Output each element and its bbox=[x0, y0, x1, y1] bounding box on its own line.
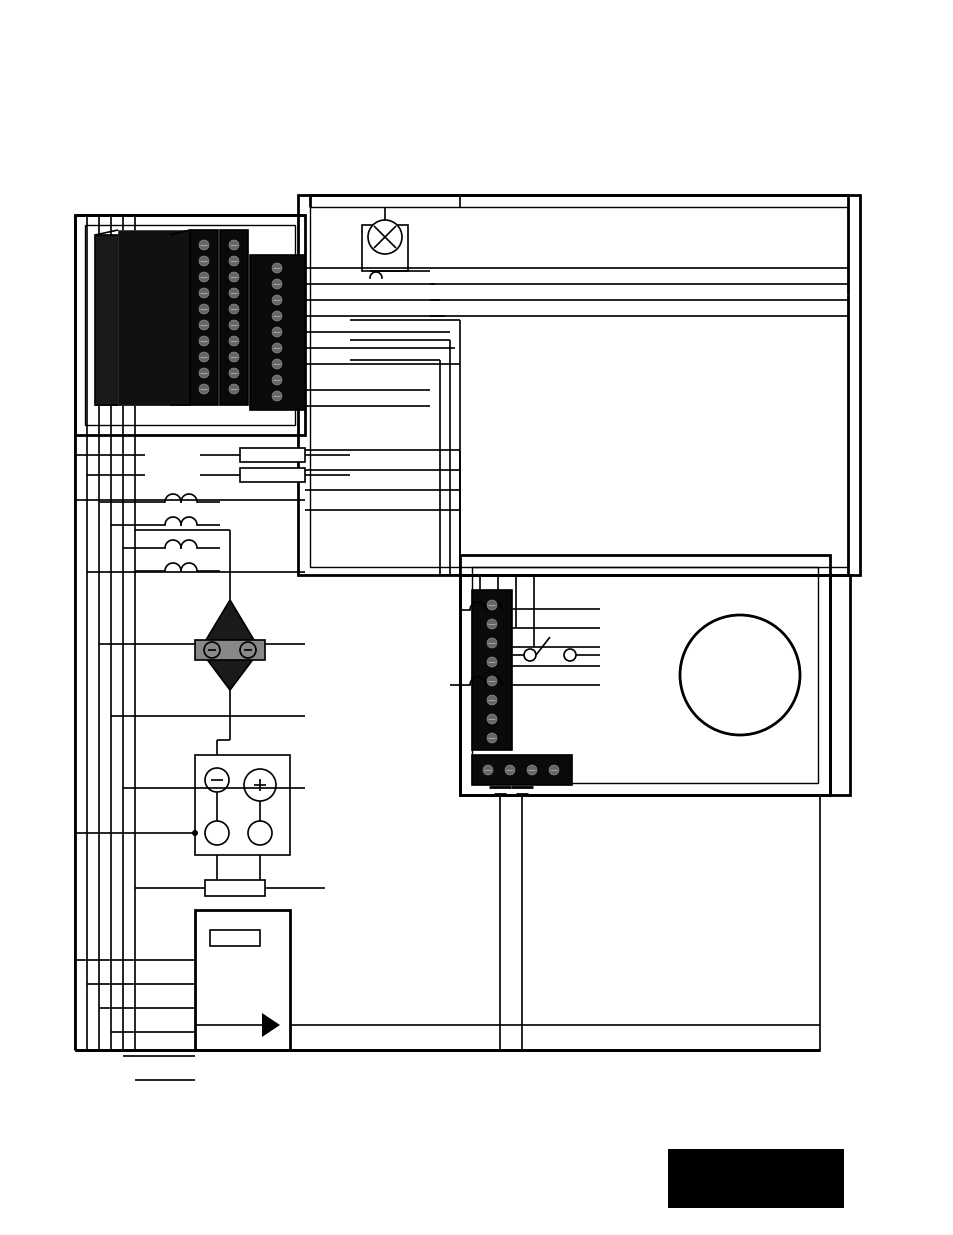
Circle shape bbox=[199, 288, 209, 298]
Bar bbox=[297, 195, 859, 576]
Circle shape bbox=[486, 657, 497, 667]
Bar bbox=[472, 590, 512, 750]
Bar bbox=[194, 910, 290, 1050]
Bar bbox=[190, 230, 218, 405]
Bar bbox=[240, 468, 305, 482]
Circle shape bbox=[229, 384, 239, 394]
Circle shape bbox=[199, 368, 209, 378]
Circle shape bbox=[229, 352, 239, 362]
Bar bbox=[472, 567, 817, 783]
Circle shape bbox=[199, 272, 209, 282]
Bar bbox=[667, 1149, 843, 1208]
Circle shape bbox=[199, 240, 209, 249]
Bar bbox=[194, 640, 265, 659]
Bar bbox=[240, 448, 305, 462]
Bar bbox=[95, 235, 170, 405]
Circle shape bbox=[229, 320, 239, 330]
Circle shape bbox=[272, 327, 282, 337]
Bar bbox=[85, 225, 294, 425]
Bar bbox=[459, 555, 829, 795]
Circle shape bbox=[229, 272, 239, 282]
Circle shape bbox=[199, 336, 209, 346]
Circle shape bbox=[272, 311, 282, 321]
Circle shape bbox=[486, 676, 497, 685]
Circle shape bbox=[199, 352, 209, 362]
Circle shape bbox=[368, 220, 401, 254]
Circle shape bbox=[192, 830, 198, 836]
Circle shape bbox=[272, 359, 282, 369]
Bar bbox=[310, 207, 847, 567]
Bar bbox=[250, 254, 305, 410]
Circle shape bbox=[229, 240, 239, 249]
Bar bbox=[194, 755, 290, 855]
Bar bbox=[472, 755, 572, 785]
Circle shape bbox=[486, 714, 497, 724]
Circle shape bbox=[229, 288, 239, 298]
Circle shape bbox=[548, 764, 558, 776]
Circle shape bbox=[199, 384, 209, 394]
Circle shape bbox=[526, 764, 537, 776]
Circle shape bbox=[272, 295, 282, 305]
Circle shape bbox=[563, 650, 576, 661]
Circle shape bbox=[523, 650, 536, 661]
Circle shape bbox=[199, 320, 209, 330]
Bar bbox=[205, 881, 265, 897]
Circle shape bbox=[486, 600, 497, 610]
Circle shape bbox=[272, 375, 282, 385]
Circle shape bbox=[486, 619, 497, 629]
Circle shape bbox=[229, 336, 239, 346]
Bar bbox=[361, 225, 408, 270]
Polygon shape bbox=[262, 1013, 280, 1037]
Circle shape bbox=[272, 279, 282, 289]
Bar bbox=[459, 576, 849, 795]
Circle shape bbox=[486, 638, 497, 648]
Circle shape bbox=[679, 615, 800, 735]
Circle shape bbox=[482, 764, 493, 776]
Circle shape bbox=[272, 391, 282, 401]
Circle shape bbox=[229, 256, 239, 266]
Bar bbox=[220, 230, 248, 405]
Circle shape bbox=[199, 256, 209, 266]
Polygon shape bbox=[200, 600, 260, 690]
Circle shape bbox=[272, 263, 282, 273]
Bar bbox=[75, 215, 305, 435]
Circle shape bbox=[486, 695, 497, 705]
Bar bbox=[210, 930, 260, 946]
Circle shape bbox=[504, 764, 515, 776]
Bar bbox=[118, 230, 190, 405]
Circle shape bbox=[229, 368, 239, 378]
Circle shape bbox=[199, 304, 209, 314]
Circle shape bbox=[272, 343, 282, 353]
Circle shape bbox=[229, 304, 239, 314]
Circle shape bbox=[486, 734, 497, 743]
